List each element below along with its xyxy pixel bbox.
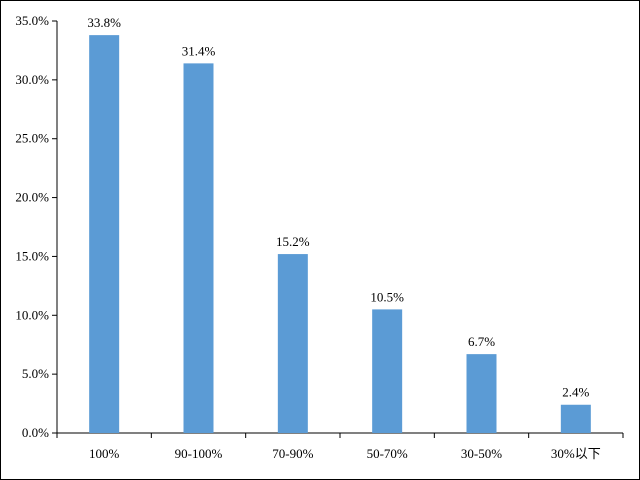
bar-5: [560, 404, 591, 433]
category-label-2: 70-90%: [272, 446, 313, 461]
y-tick-label: 20.0%: [15, 190, 49, 205]
category-label-4: 30-50%: [461, 446, 502, 461]
bar-2: [277, 254, 308, 433]
y-tick-label: 35.0%: [15, 13, 49, 28]
y-tick-label: 10.0%: [15, 307, 49, 322]
y-tick-label: 25.0%: [15, 131, 49, 146]
bar-4: [466, 354, 497, 433]
category-label-0: 100%: [89, 446, 120, 461]
category-label-3: 50-70%: [367, 446, 408, 461]
category-label-1: 90-100%: [175, 446, 223, 461]
axes: 0.0% 5.0% 10.0% 15.0% 20.0% 25.0% 30.0% 35.0%: [15, 13, 624, 440]
data-label-4: 6.7%: [468, 334, 495, 349]
y-tick-label: 15.0%: [15, 248, 49, 263]
y-tick-label: 5.0%: [22, 366, 49, 381]
data-label-5: 2.4%: [562, 385, 589, 400]
data-label-1: 31.4%: [182, 43, 216, 58]
y-tick-label: 0.0%: [22, 425, 49, 440]
bar-0: [89, 35, 120, 434]
data-label-3: 10.5%: [370, 289, 404, 304]
bar-3: [372, 309, 403, 433]
data-label-2: 15.2%: [276, 234, 310, 249]
labels: 33.8% 100% 31.4% 90-100% 15.2% 70-90% 10.5% 50-…: [87, 15, 600, 461]
data-label-0: 33.8%: [87, 15, 121, 30]
category-label-5: 30%以下: [551, 446, 601, 461]
bar-1: [183, 63, 214, 434]
y-tick-label: 30.0%: [15, 72, 49, 87]
bars: [89, 35, 591, 434]
